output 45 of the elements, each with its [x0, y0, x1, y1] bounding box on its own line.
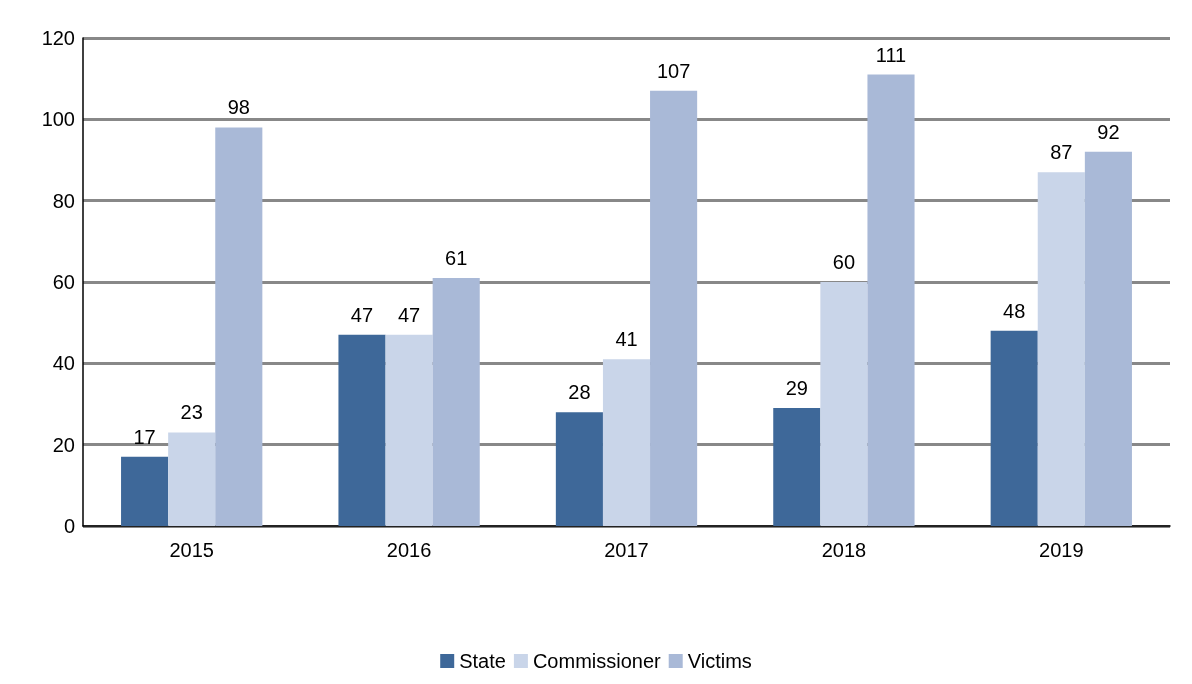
bar: [555, 412, 603, 526]
data-label: 28: [568, 381, 591, 404]
y-tick-label: 20: [52, 433, 75, 456]
y-tick-label: 100: [41, 108, 75, 131]
x-tick-label: 2019: [1039, 539, 1084, 561]
y-tick-label: 80: [52, 189, 75, 212]
bar: [338, 334, 386, 526]
data-label: 47: [350, 303, 374, 326]
y-tick-label: 120: [41, 27, 75, 49]
data-label: 111: [875, 43, 907, 66]
data-label: 107: [656, 59, 691, 82]
bar: [1037, 172, 1085, 526]
x-tick-label: 2015: [169, 539, 214, 561]
data-label: 47: [397, 303, 421, 326]
data-label: 17: [133, 425, 156, 448]
data-label: 41: [615, 328, 638, 351]
y-tick-label: 60: [52, 271, 75, 293]
bar: [650, 90, 698, 526]
x-tick-label: 2018: [821, 539, 867, 561]
x-tick-label: 2016: [386, 539, 432, 561]
bar: [602, 359, 651, 526]
bar: [867, 74, 915, 526]
data-label: 87: [1050, 141, 1073, 164]
bar: [990, 330, 1038, 526]
y-tick-label: 0: [63, 515, 75, 537]
data-label: 98: [227, 96, 250, 119]
bar: [168, 432, 216, 526]
legend-label: State: [459, 650, 506, 672]
data-label: 60: [832, 251, 856, 273]
y-tick-label: 40: [52, 352, 75, 375]
data-label: 61: [445, 246, 468, 269]
x-tick-label: 2017: [604, 539, 649, 561]
bar: [820, 282, 868, 526]
bar: [773, 408, 821, 526]
bar: [215, 127, 263, 526]
bar: [432, 277, 480, 526]
bar: [1084, 151, 1132, 526]
bar: [121, 456, 169, 526]
data-label: 48: [1003, 299, 1026, 322]
data-label: 92: [1097, 120, 1120, 143]
legend-label: Commissioner: [532, 650, 662, 672]
legend-label: Victims: [687, 650, 752, 672]
bar: [385, 334, 433, 526]
data-label: 29: [785, 377, 808, 400]
data-label: 23: [180, 401, 203, 424]
